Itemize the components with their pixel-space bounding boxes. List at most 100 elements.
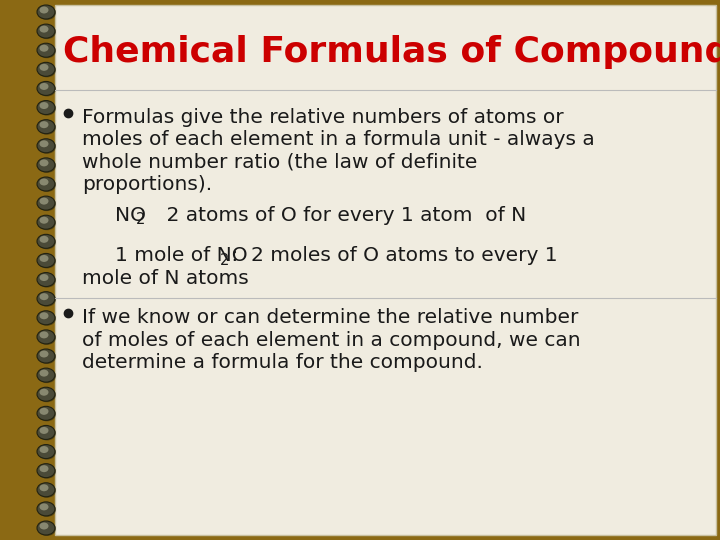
Ellipse shape — [38, 6, 56, 20]
Ellipse shape — [37, 464, 55, 478]
Text: 2 atoms of O for every 1 atom  of N: 2 atoms of O for every 1 atom of N — [141, 206, 526, 225]
Ellipse shape — [37, 406, 55, 420]
Ellipse shape — [37, 292, 55, 306]
Ellipse shape — [37, 234, 55, 248]
Ellipse shape — [38, 159, 56, 173]
Text: whole number ratio (the law of definite: whole number ratio (the law of definite — [82, 153, 477, 172]
Ellipse shape — [38, 312, 56, 326]
Ellipse shape — [38, 522, 56, 536]
Ellipse shape — [40, 427, 48, 434]
Ellipse shape — [40, 217, 48, 224]
Ellipse shape — [38, 331, 56, 345]
Ellipse shape — [40, 102, 48, 109]
Ellipse shape — [40, 121, 48, 128]
Ellipse shape — [38, 369, 56, 383]
Ellipse shape — [38, 25, 56, 39]
Text: of moles of each element in a compound, we can: of moles of each element in a compound, … — [82, 330, 580, 349]
Ellipse shape — [38, 427, 56, 441]
Ellipse shape — [37, 100, 55, 114]
Ellipse shape — [38, 197, 56, 211]
Ellipse shape — [38, 293, 56, 307]
Ellipse shape — [37, 502, 55, 516]
Ellipse shape — [37, 426, 55, 440]
Text: 1 mole of NO: 1 mole of NO — [115, 246, 248, 265]
Ellipse shape — [37, 215, 55, 229]
Ellipse shape — [38, 102, 56, 116]
Ellipse shape — [38, 388, 56, 402]
Ellipse shape — [38, 503, 56, 517]
Ellipse shape — [38, 216, 56, 230]
Text: mole of N atoms: mole of N atoms — [82, 269, 248, 288]
Ellipse shape — [37, 330, 55, 344]
Ellipse shape — [40, 45, 48, 52]
Ellipse shape — [37, 177, 55, 191]
Ellipse shape — [40, 312, 48, 319]
Ellipse shape — [37, 62, 55, 76]
Ellipse shape — [40, 523, 48, 530]
Text: moles of each element in a formula unit - always a: moles of each element in a formula unit … — [82, 131, 595, 150]
Ellipse shape — [40, 255, 48, 262]
Ellipse shape — [37, 349, 55, 363]
Ellipse shape — [38, 178, 56, 192]
Ellipse shape — [40, 389, 48, 396]
Ellipse shape — [40, 408, 48, 415]
Ellipse shape — [40, 446, 48, 453]
Ellipse shape — [37, 387, 55, 401]
Ellipse shape — [38, 484, 56, 498]
Text: If we know or can determine the relative number: If we know or can determine the relative… — [82, 308, 578, 327]
Ellipse shape — [40, 350, 48, 357]
Text: :  2 moles of O atoms to every 1: : 2 moles of O atoms to every 1 — [225, 246, 557, 265]
Ellipse shape — [37, 444, 55, 458]
Ellipse shape — [38, 63, 56, 77]
Ellipse shape — [38, 83, 56, 97]
Ellipse shape — [37, 273, 55, 287]
FancyBboxPatch shape — [55, 5, 716, 535]
Ellipse shape — [40, 64, 48, 71]
Ellipse shape — [38, 274, 56, 288]
Text: 2: 2 — [220, 253, 229, 268]
Ellipse shape — [40, 484, 48, 491]
Ellipse shape — [37, 311, 55, 325]
Ellipse shape — [40, 503, 48, 510]
Ellipse shape — [38, 140, 56, 154]
Ellipse shape — [37, 120, 55, 134]
Ellipse shape — [40, 369, 48, 376]
Ellipse shape — [37, 82, 55, 96]
Ellipse shape — [40, 83, 48, 90]
Text: 2: 2 — [136, 212, 145, 227]
Ellipse shape — [38, 235, 56, 249]
Ellipse shape — [38, 44, 56, 58]
Ellipse shape — [40, 25, 48, 32]
Ellipse shape — [37, 196, 55, 210]
Ellipse shape — [38, 350, 56, 364]
Ellipse shape — [37, 24, 55, 38]
Ellipse shape — [38, 464, 56, 478]
Ellipse shape — [38, 120, 56, 134]
Ellipse shape — [40, 140, 48, 147]
Ellipse shape — [37, 158, 55, 172]
Ellipse shape — [40, 293, 48, 300]
Ellipse shape — [40, 332, 48, 339]
Ellipse shape — [38, 407, 56, 421]
Text: Formulas give the relative numbers of atoms or: Formulas give the relative numbers of at… — [82, 108, 564, 127]
Ellipse shape — [40, 179, 48, 186]
Ellipse shape — [40, 274, 48, 281]
Ellipse shape — [37, 253, 55, 267]
Ellipse shape — [37, 5, 55, 19]
Ellipse shape — [37, 368, 55, 382]
Ellipse shape — [40, 6, 48, 14]
Ellipse shape — [40, 236, 48, 243]
Text: NO: NO — [115, 206, 146, 225]
Ellipse shape — [40, 159, 48, 166]
Text: Chemical Formulas of Compounds: Chemical Formulas of Compounds — [63, 35, 720, 69]
Text: proportions).: proportions). — [82, 176, 212, 194]
Ellipse shape — [37, 521, 55, 535]
Ellipse shape — [40, 198, 48, 205]
Ellipse shape — [37, 43, 55, 57]
Ellipse shape — [37, 483, 55, 497]
Ellipse shape — [40, 465, 48, 472]
Ellipse shape — [37, 139, 55, 153]
Ellipse shape — [38, 446, 56, 460]
Text: determine a formula for the compound.: determine a formula for the compound. — [82, 353, 483, 372]
Ellipse shape — [38, 254, 56, 268]
